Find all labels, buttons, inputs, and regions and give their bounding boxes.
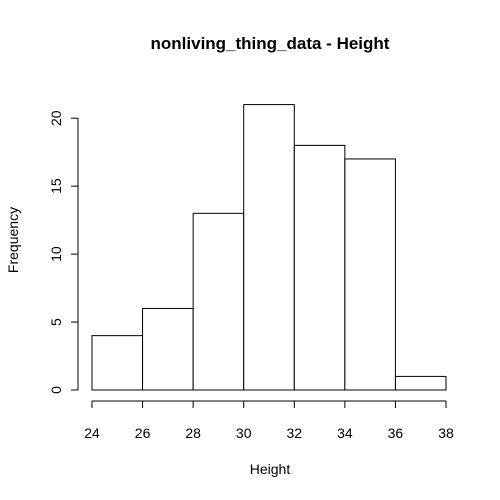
- x-tick-label: 28: [185, 425, 201, 441]
- x-tick-label: 24: [84, 425, 100, 441]
- histogram-bar-36-38: [394, 375, 447, 391]
- y-tick-label: 10: [48, 246, 64, 262]
- y-axis-label: Frequency: [5, 207, 21, 273]
- chart-title: nonliving_thing_data - Height: [151, 34, 390, 53]
- histogram-bar-32-34: [293, 144, 346, 391]
- y-tick-label: 5: [48, 318, 64, 326]
- x-tick-label: 38: [438, 425, 454, 441]
- y-tick-label: 0: [48, 386, 64, 394]
- histogram-bar-28-30: [192, 212, 245, 391]
- x-tick-label: 30: [236, 425, 252, 441]
- x-tick-label: 34: [337, 425, 353, 441]
- bars-group: [91, 104, 447, 391]
- y-tick-label: 15: [48, 178, 64, 194]
- histogram-bar-34-36: [344, 158, 396, 391]
- y-tick-label: 20: [48, 110, 64, 126]
- histogram-bar-24-26: [91, 335, 144, 391]
- histogram-bar-26-28: [142, 307, 194, 391]
- x-tick-label: 32: [286, 425, 302, 441]
- x-axis: 24 26 28 30 32 34 36 38: [84, 400, 454, 441]
- x-tick-label: 36: [388, 425, 404, 441]
- y-axis: 0 5 10 15 20: [48, 110, 79, 394]
- histogram-bar-30-32: [243, 104, 295, 391]
- x-tick-label: 26: [135, 425, 151, 441]
- x-axis-label: Height: [250, 461, 291, 477]
